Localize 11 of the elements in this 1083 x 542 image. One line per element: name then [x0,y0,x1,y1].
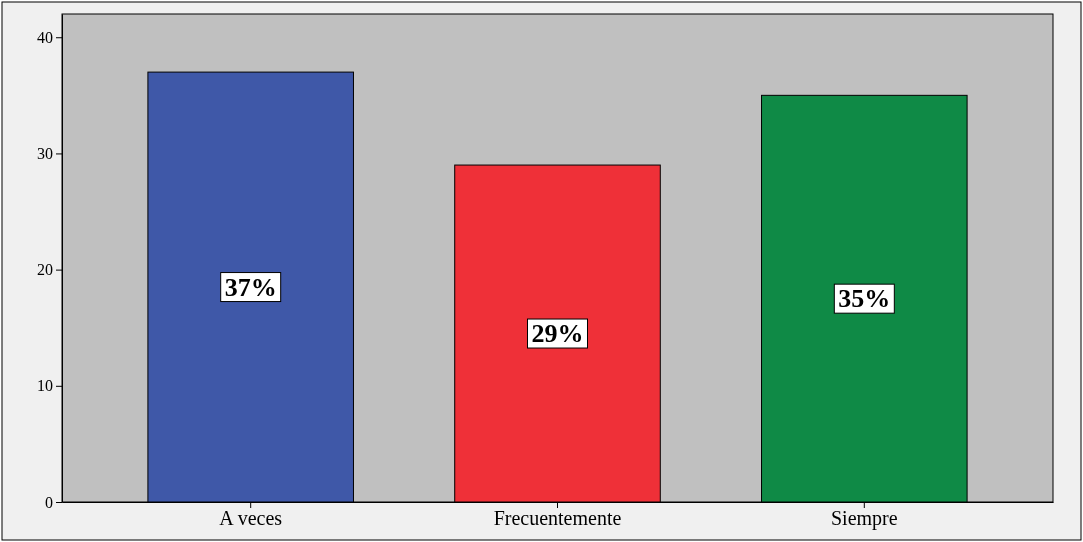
x-tick-label: A veces [219,507,283,530]
y-tick-label: 10 [37,377,53,395]
data-label: 29% [531,319,584,349]
x-tick-label: Frecuentemente [493,507,622,530]
y-tick-label: 0 [45,493,53,511]
x-tick-label: Siempre [830,507,898,531]
data-label: 37% [224,272,277,302]
y-tick-label: 20 [37,261,53,279]
y-tick-label: 40 [37,28,53,46]
y-tick-label: 30 [37,145,53,163]
data-label: 35% [838,284,891,314]
